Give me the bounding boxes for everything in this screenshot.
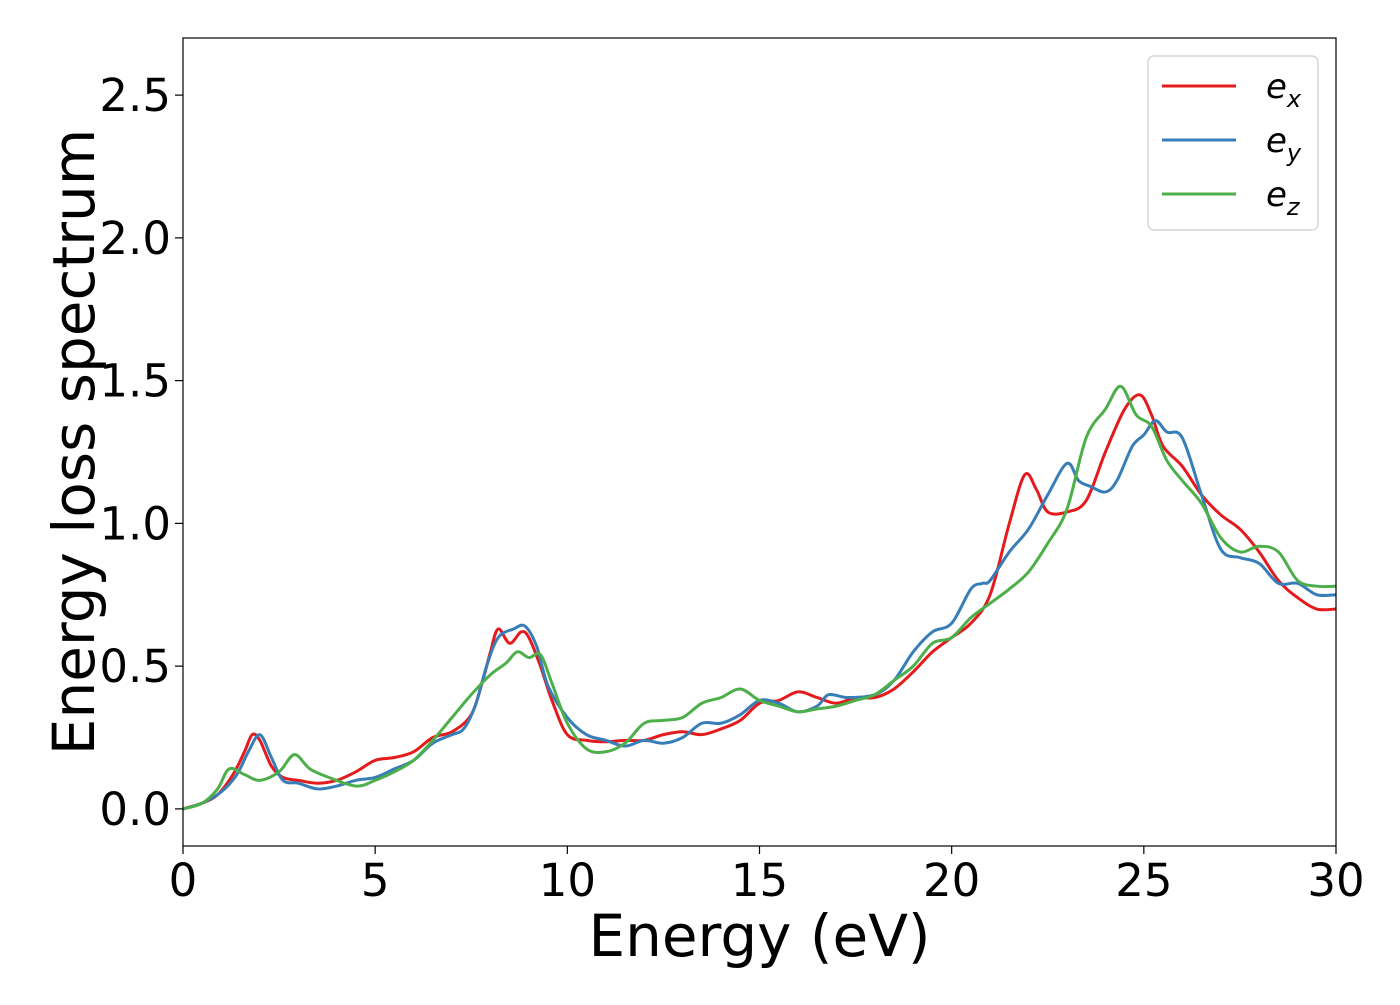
- x-tick-label: 10: [539, 854, 596, 907]
- legend-label: ez: [1266, 175, 1301, 221]
- y-axis: 0.0 0.5 1.0 1.5 2.0 2.5: [99, 69, 183, 836]
- y-tick-label: 1.5: [99, 355, 171, 408]
- legend-label: ey: [1266, 121, 1302, 167]
- series-line-z: [183, 384, 1336, 811]
- legend-box: [1147, 55, 1319, 231]
- x-tick-label: 15: [731, 854, 788, 907]
- legend-label: ex: [1266, 67, 1302, 113]
- legend: ex ey ez: [1147, 55, 1319, 231]
- x-tick-label: 30: [1307, 854, 1364, 907]
- y-tick-label: 2.0: [99, 212, 171, 265]
- x-tick-label: 5: [361, 854, 390, 907]
- series-layer: [183, 384, 1336, 811]
- x-tick-label: 0: [169, 854, 198, 907]
- y-tick-label: 2.5: [99, 69, 171, 122]
- y-axis-label: Energy loss spectrum: [40, 129, 108, 755]
- x-axis-label: Energy (eV): [588, 902, 930, 970]
- x-axis: 0 5 10 15 20 25 30: [169, 846, 1365, 907]
- series-line-y: [183, 419, 1336, 811]
- y-tick-label: 0.0: [99, 783, 171, 836]
- x-tick-label: 20: [923, 854, 980, 907]
- series-line-x: [183, 393, 1336, 811]
- legend-item-x: ex: [1162, 67, 1302, 113]
- y-tick-label: 1.0: [99, 497, 171, 550]
- y-tick-label: 0.5: [99, 640, 171, 693]
- legend-item-y: ey: [1162, 121, 1302, 167]
- legend-item-z: ez: [1162, 175, 1301, 221]
- x-tick-label: 25: [1115, 854, 1172, 907]
